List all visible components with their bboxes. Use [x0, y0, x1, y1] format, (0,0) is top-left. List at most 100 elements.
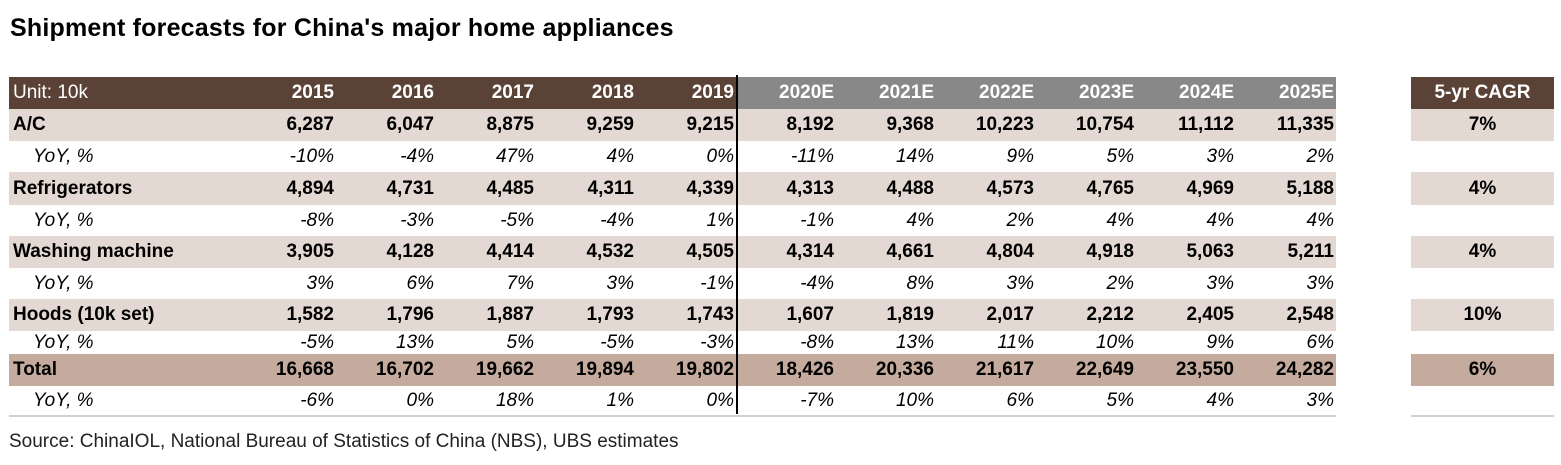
table-cell: 18% [495, 389, 534, 411]
table-cell: 10,223 [975, 114, 1034, 135]
table-cell: 16,702 [375, 359, 434, 380]
table-cell: 4,311 [587, 177, 635, 199]
table-cell: 1,582 [286, 304, 334, 325]
table-cell: -5% [600, 331, 634, 353]
table-cell: 6% [1006, 389, 1034, 411]
table-cell: 10% [1095, 331, 1134, 353]
table-row: YoY, % -5% 13% 5% -5% -3% -8% 13% 11% 10… [9, 331, 1336, 354]
row-label: Total [13, 359, 57, 380]
table-cell: 3% [606, 272, 634, 294]
table-cell: 1,793 [586, 304, 634, 325]
year-header: 2022E [979, 82, 1034, 103]
cagr-spacer [1411, 141, 1554, 172]
cagr-cell: 4% [1411, 172, 1554, 205]
shipment-table: Unit: 10k 2015 2016 2017 2018 2019 2020E… [9, 77, 1336, 417]
table-cell: 4,573 [986, 177, 1034, 199]
table-cell: 5% [1106, 389, 1134, 411]
table-cell: 4,314 [786, 241, 834, 262]
table-cell: 20,336 [875, 359, 934, 380]
table-cell: 2,017 [986, 304, 1034, 325]
source-note: Source: ChinaIOL, National Bureau of Sta… [9, 431, 679, 452]
table-row: Refrigerators 4,894 4,731 4,485 4,311 4,… [9, 172, 1336, 205]
actual-forecast-divider [736, 75, 738, 414]
row-label: YoY, % [33, 331, 94, 353]
table-cell: 4,339 [686, 177, 734, 199]
year-header: 2017 [491, 82, 534, 103]
table-cell: 0% [406, 389, 434, 411]
cagr-spacer [1411, 386, 1554, 417]
row-label: YoY, % [33, 145, 94, 167]
year-header: 2020E [779, 82, 834, 103]
table-row: Hoods (10k set) 1,582 1,796 1,887 1,793 … [9, 299, 1336, 331]
cagr-value: 7% [1468, 114, 1497, 135]
table-cell: 1,607 [786, 304, 834, 325]
table-cell: -5% [300, 331, 334, 353]
table-cell: 5,063 [1186, 241, 1234, 262]
year-header: 2016 [391, 82, 434, 103]
row-label: YoY, % [33, 389, 94, 411]
table-cell: 2,212 [1086, 304, 1134, 325]
table-cell: -1% [700, 272, 734, 294]
table-cell: 5,211 [1287, 241, 1335, 262]
cagr-cell: 4% [1411, 236, 1554, 268]
table-cell: 4,128 [386, 241, 434, 262]
table-cell: 4,485 [486, 177, 534, 199]
table-cell: 9,259 [586, 114, 634, 135]
table-cell: -4% [600, 209, 634, 231]
table-cell: 6% [1306, 331, 1334, 353]
table-cell: 4,488 [886, 177, 934, 199]
table-cell: 6,047 [386, 114, 434, 135]
table-cell: 1,743 [686, 304, 734, 325]
table-cell: 2,405 [1186, 304, 1234, 325]
table-cell: 1,887 [486, 304, 534, 325]
table-cell: 18,426 [775, 359, 834, 380]
year-header: 2015 [291, 82, 334, 103]
table-cell: 9,215 [686, 114, 734, 135]
row-label: Refrigerators [13, 177, 133, 199]
cagr-value: 10% [1463, 304, 1502, 325]
table-cell: -8% [800, 331, 834, 353]
table-cell: 4,804 [986, 241, 1034, 262]
cagr-cell: 7% [1411, 109, 1554, 141]
table-cell: -4% [800, 272, 834, 294]
table-cell: 1,819 [886, 304, 934, 325]
table-row: YoY, % -8% -3% -5% -4% 1% -1% 4% 2% 4% 4… [9, 205, 1336, 236]
year-header: 2025E [1279, 82, 1334, 103]
table-cell: 4% [606, 145, 634, 167]
table-cell: 4% [1106, 209, 1134, 231]
table-cell: 24,282 [1275, 359, 1334, 380]
table-cell: 2% [1006, 209, 1034, 231]
table-cell: -1% [800, 209, 834, 231]
table-cell: 13% [395, 331, 434, 353]
row-label: A/C [13, 114, 46, 135]
table-cell: 4,313 [786, 177, 834, 199]
table-cell: -10% [289, 145, 334, 167]
table-row: YoY, % -6% 0% 18% 1% 0% -7% 10% 6% 5% 4%… [9, 386, 1336, 417]
table-cell: 2% [1106, 272, 1134, 294]
table-cell: -11% [791, 145, 834, 167]
table-cell: 2,548 [1286, 304, 1334, 325]
table-cell: 19,802 [675, 359, 734, 380]
table-cell: 4,532 [586, 241, 634, 262]
table-cell: 8% [906, 272, 934, 294]
table-row: A/C 6,287 6,047 8,875 9,259 9,215 8,192 … [9, 109, 1336, 141]
table-cell: 47% [495, 145, 534, 167]
table-cell: 8,875 [486, 114, 534, 135]
table-cell: 10% [895, 389, 934, 411]
page-title: Shipment forecasts for China's major hom… [10, 14, 674, 42]
table-cell: 3% [306, 272, 334, 294]
table-cell: 21,617 [975, 359, 1034, 380]
table-cell: 23,550 [1175, 359, 1234, 380]
table-cell: 1% [606, 389, 634, 411]
cagr-value: 4% [1468, 177, 1497, 199]
table-cell: 9% [1206, 331, 1234, 353]
table-cell: 0% [706, 145, 734, 167]
cagr-value: 6% [1468, 359, 1497, 380]
year-header: 2024E [1179, 82, 1234, 103]
row-label: Washing machine [13, 241, 174, 262]
unit-label: Unit: 10k [13, 82, 88, 103]
table-cell: 8,192 [786, 114, 834, 135]
table-cell: 4% [1206, 389, 1234, 411]
table-row-total: Total 16,668 16,702 19,662 19,894 19,802… [9, 354, 1336, 386]
table-cell: 0% [706, 389, 734, 411]
